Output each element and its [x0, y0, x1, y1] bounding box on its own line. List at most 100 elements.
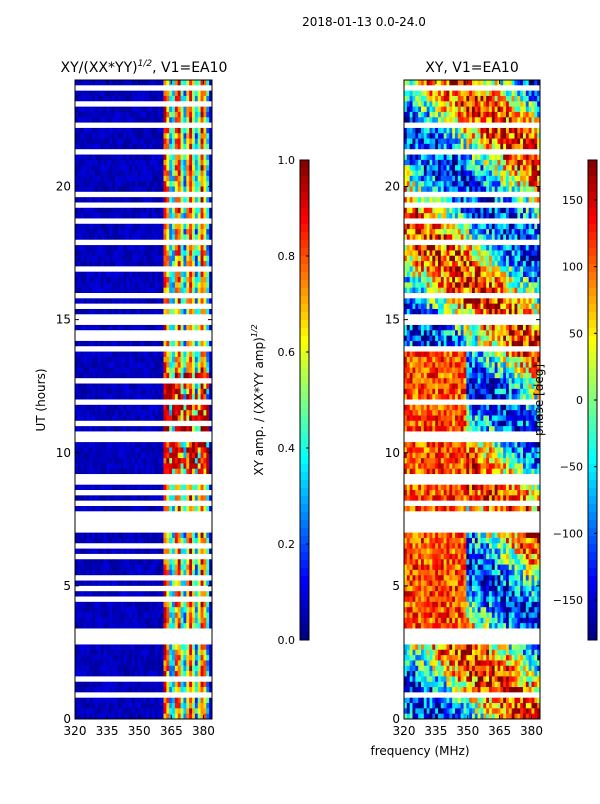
heatmap-cell — [129, 415, 133, 422]
heatmap-cell — [134, 516, 139, 523]
heatmap-cell — [75, 516, 79, 523]
heatmap-cell — [186, 175, 190, 182]
heatmap-cell — [77, 186, 82, 193]
heatmap-cell — [209, 255, 213, 262]
heatmap-cell — [106, 266, 110, 273]
heatmap-cell — [154, 436, 159, 443]
heatmap-cell — [203, 133, 207, 139]
heatmap-cell — [77, 308, 82, 315]
heatmap-cell — [114, 415, 119, 422]
heatmap-cell — [140, 516, 144, 523]
heatmap-cell — [140, 261, 144, 267]
heatmap-cell — [174, 340, 179, 347]
heatmap-cell — [200, 170, 204, 177]
heatmap-cell — [194, 399, 199, 406]
heatmap-cell — [200, 474, 204, 480]
heatmap-cell — [160, 138, 164, 145]
heatmap-cell — [183, 490, 187, 496]
heatmap-cell — [163, 458, 167, 464]
heatmap-cell — [134, 410, 139, 416]
heatmap-cell — [120, 154, 124, 161]
heatmap-cell — [149, 543, 153, 550]
heatmap-cell — [126, 90, 130, 97]
heatmap-cell — [92, 372, 96, 379]
heatmap-cell — [97, 511, 102, 518]
heatmap-cell — [180, 617, 184, 624]
heatmap-cell — [174, 186, 179, 193]
heatmap-cell — [103, 261, 107, 267]
heatmap-cell — [86, 420, 90, 427]
heatmap-cell — [209, 245, 213, 251]
heatmap-cell — [100, 271, 104, 278]
heatmap-cell — [197, 159, 201, 166]
heatmap-cell — [194, 298, 199, 305]
heatmap-cell — [154, 186, 159, 193]
heatmap-cell — [157, 181, 162, 187]
heatmap-cell — [80, 484, 84, 491]
heatmap-cell — [203, 548, 207, 555]
heatmap-cell — [83, 298, 87, 305]
heatmap-cell — [194, 149, 199, 155]
heatmap-cell — [146, 298, 150, 305]
heatmap-cell — [157, 127, 162, 134]
heatmap-cell — [100, 324, 104, 331]
heatmap-cell — [83, 458, 87, 464]
heatmap-cell — [169, 372, 173, 379]
heatmap-cell — [149, 218, 153, 225]
heatmap-cell — [154, 431, 159, 438]
heatmap-cell — [206, 452, 210, 459]
heatmap-cell — [209, 223, 213, 230]
heatmap-cell — [197, 596, 201, 603]
heatmap-cell — [106, 122, 110, 129]
heatmap-cell — [75, 617, 79, 624]
heatmap-cell — [123, 521, 127, 528]
heatmap-cell — [97, 495, 102, 502]
heatmap-cell — [129, 245, 133, 251]
heatmap-cell — [132, 117, 136, 124]
heatmap-cell — [120, 181, 124, 187]
heatmap-cell — [149, 426, 153, 432]
heatmap-cell — [177, 511, 181, 518]
heatmap-cell — [183, 516, 187, 523]
heatmap-cell — [106, 521, 110, 528]
heatmap-cell — [160, 458, 164, 464]
heatmap-cell — [83, 287, 87, 294]
heatmap-cell — [83, 127, 87, 134]
heatmap-cell — [94, 569, 99, 576]
heatmap-cell — [160, 351, 164, 358]
heatmap-cell — [89, 250, 93, 257]
heatmap-cell — [160, 234, 164, 241]
heatmap-cell — [123, 564, 127, 571]
heatmap-cell — [140, 346, 144, 352]
heatmap-cell — [86, 223, 90, 230]
heatmap-cell — [177, 394, 181, 400]
heatmap-cell — [180, 250, 184, 257]
heatmap-cell — [160, 612, 164, 619]
heatmap-cell — [120, 468, 124, 475]
heatmap-cell — [80, 335, 84, 342]
heatmap-cell — [94, 447, 99, 454]
heatmap-cell — [97, 127, 102, 134]
heatmap-cell — [172, 133, 176, 139]
heatmap-cell — [203, 122, 207, 129]
heatmap-cell — [180, 335, 184, 342]
heatmap-cell — [197, 388, 201, 395]
heatmap-cell — [200, 553, 204, 560]
heatmap-cell — [166, 490, 170, 496]
heatmap-cell — [194, 213, 199, 219]
heatmap-cell — [140, 181, 144, 187]
heatmap-cell — [129, 149, 133, 155]
heatmap-cell — [149, 298, 153, 305]
heatmap-cell — [126, 521, 130, 528]
heatmap-cell — [109, 569, 113, 576]
heatmap-cell — [194, 324, 199, 331]
heatmap-cell — [172, 463, 176, 470]
heatmap-cell — [140, 585, 144, 592]
heatmap-cell — [89, 367, 93, 374]
heatmap-cell — [157, 569, 162, 576]
heatmap-cell — [83, 596, 87, 603]
heatmap-cell — [129, 202, 133, 209]
heatmap-cell — [192, 181, 196, 187]
heatmap-cell — [117, 186, 122, 193]
heatmap-cell — [166, 543, 170, 550]
